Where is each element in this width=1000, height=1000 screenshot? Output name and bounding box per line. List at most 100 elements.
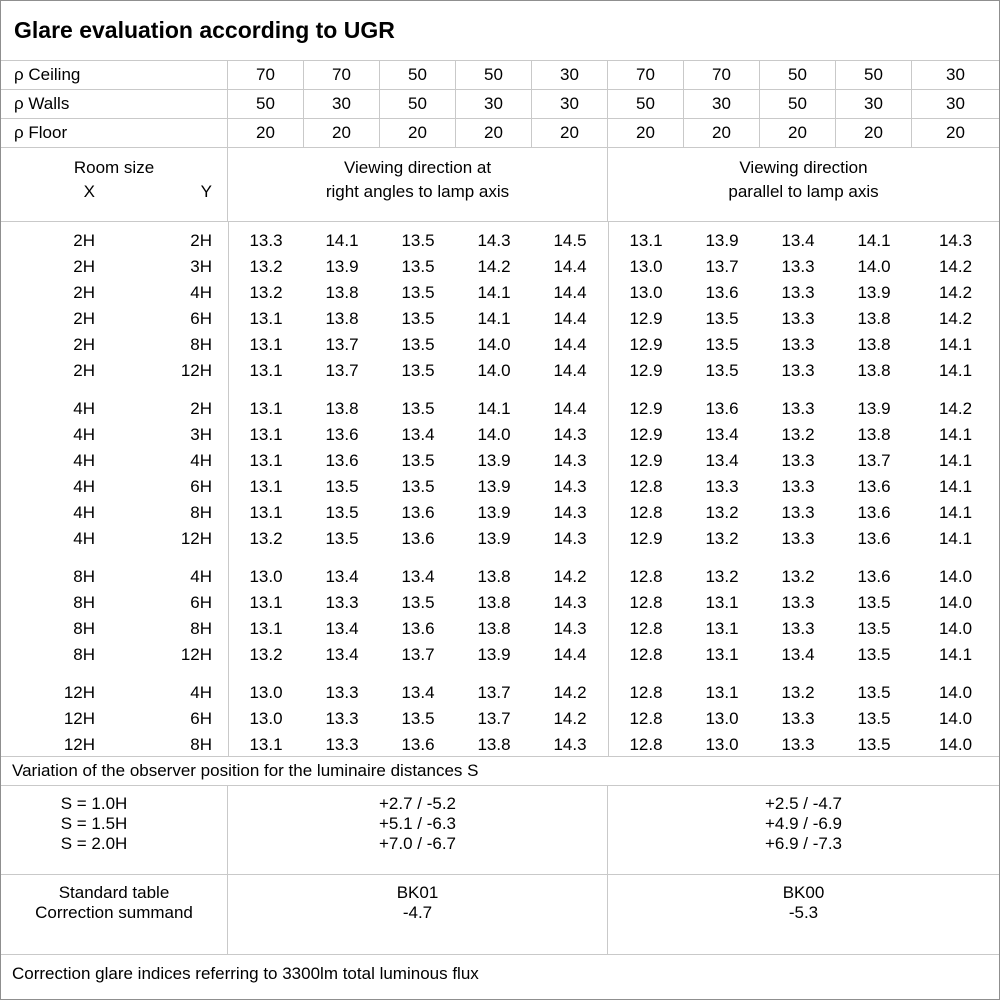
s-row-label: S = 2.0H (60, 834, 128, 853)
reflectance-value: 50 (228, 90, 304, 118)
variation-note: Variation of the observer position for t… (1, 757, 999, 786)
room-x-value: 12H (63, 709, 95, 728)
ugr-value: 14.1 (477, 283, 511, 302)
ugr-table-row: 4H 6H 13.1 13.5 13.5 (1, 474, 999, 500)
ugr-value: 13.6 (857, 477, 891, 496)
ugr-value: 13.5 (401, 309, 435, 328)
ugr-value: 12.9 (629, 361, 663, 380)
ugr-value: 12.8 (629, 735, 663, 754)
ugr-value: 13.5 (325, 529, 359, 548)
ugr-value: 13.4 (401, 425, 435, 444)
ugr-value: 13.3 (781, 529, 815, 548)
ugr-value: 13.7 (325, 335, 359, 354)
ugr-value: 13.4 (325, 567, 359, 586)
ugr-value: 13.1 (249, 619, 283, 638)
ugr-value: 14.0 (938, 683, 973, 702)
room-y-value: 4H (190, 683, 212, 702)
ugr-value: 13.9 (477, 503, 511, 522)
reflectance-row: ρ Ceiling 70 70 50 50 30 70 (1, 61, 999, 90)
reflectance-value: 70 (228, 61, 304, 89)
reflectance-value: 50 (836, 61, 912, 89)
reflectance-value: 50 (380, 61, 456, 89)
ugr-value: 13.9 (857, 399, 891, 418)
ugr-value: 14.0 (938, 593, 973, 612)
reflectance-value: 50 (760, 61, 836, 89)
ugr-value: 13.3 (781, 503, 815, 522)
ugr-value: 14.1 (477, 309, 511, 328)
ugr-value: 13.8 (325, 399, 359, 418)
ugr-value: 13.5 (325, 477, 359, 496)
room-x-value: 8H (73, 645, 95, 664)
standard-table-value-parallel: BK00 (782, 883, 825, 902)
ugr-value: 13.5 (401, 283, 435, 302)
ugr-value: 13.9 (477, 451, 511, 470)
ugr-value: 14.1 (938, 529, 973, 548)
ugr-value: 13.0 (249, 683, 283, 702)
room-y-value: 2H (190, 399, 212, 418)
room-y-value: 4H (190, 283, 212, 302)
ugr-value: 13.8 (477, 593, 511, 612)
ugr-value: 13.5 (325, 503, 359, 522)
room-y-value: 12H (180, 645, 212, 664)
ugr-value: 13.3 (781, 399, 815, 418)
ugr-value: 13.1 (629, 231, 663, 250)
table-header-row: Room size X Y Viewing direction at right… (1, 148, 999, 222)
s-value-parallel: +4.9 / -6.9 (764, 814, 843, 833)
reflectance-value: 70 (684, 61, 760, 89)
room-x-value: 2H (73, 335, 95, 354)
reflectance-row: ρ Walls 50 30 50 30 30 50 (1, 90, 999, 119)
ugr-value: 14.1 (938, 425, 973, 444)
ugr-table-row: 2H 2H 13.3 14.1 13.5 (1, 228, 999, 254)
room-x-value: 4H (73, 425, 95, 444)
ugr-value: 13.4 (325, 619, 359, 638)
ugr-value: 12.8 (629, 619, 663, 638)
reflectance-value: 20 (946, 123, 965, 142)
ugr-value: 13.5 (401, 477, 435, 496)
s-row-label: S = 1.0H (60, 794, 128, 813)
ugr-value: 13.5 (401, 231, 435, 250)
ugr-table-row: 2H 8H 13.1 13.7 13.5 (1, 332, 999, 358)
ugr-value: 13.7 (401, 645, 435, 664)
ugr-value: 14.1 (857, 231, 891, 250)
ugr-value: 13.3 (325, 683, 359, 702)
ugr-value: 13.6 (857, 567, 891, 586)
ugr-value: 14.3 (553, 593, 587, 612)
standard-table-value-right-angles: BK01 (396, 883, 439, 902)
ugr-value: 14.3 (553, 425, 587, 444)
room-size-block: 12H 4H 13.0 13.3 13.4 (1, 680, 999, 756)
ugr-value: 14.0 (938, 709, 973, 728)
ugr-value: 13.1 (249, 309, 283, 328)
ugr-value: 13.6 (705, 283, 739, 302)
ugr-value: 14.1 (477, 399, 511, 418)
ugr-table-row: 4H 8H 13.1 13.5 13.6 (1, 500, 999, 526)
ugr-value: 13.3 (781, 335, 815, 354)
ugr-table-row: 2H 6H 13.1 13.8 13.5 (1, 306, 999, 332)
ugr-value: 13.3 (781, 709, 815, 728)
ugr-value: 14.0 (477, 335, 511, 354)
spacing-section: S = 1.0H S = 1.5H S = 2.0H +2.7 / -5.2 +… (1, 786, 999, 875)
ugr-table-row: 12H 8H 13.1 13.3 13.6 (1, 732, 999, 756)
reflectance-value: 70 (608, 61, 684, 89)
reflectance-value: 20 (684, 119, 760, 147)
ugr-value: 14.3 (553, 735, 587, 754)
ugr-value: 13.2 (781, 683, 815, 702)
ugr-value: 14.1 (938, 477, 973, 496)
ugr-value: 13.1 (249, 477, 283, 496)
ugr-value: 13.0 (629, 283, 663, 302)
reflectance-value: 20 (760, 119, 836, 147)
ugr-value: 13.8 (857, 335, 891, 354)
reflectance-value: 30 (836, 90, 912, 118)
ugr-value: 13.6 (857, 529, 891, 548)
room-y-value: 12H (180, 361, 212, 380)
room-size-block: 4H 2H 13.1 13.8 13.5 (1, 396, 999, 552)
reflectance-value: 30 (946, 94, 965, 113)
ugr-value: 13.7 (477, 709, 511, 728)
reflectance-row: ρ Floor 20 20 20 20 20 20 (1, 119, 999, 148)
ugr-table-row: 12H 4H 13.0 13.3 13.4 (1, 680, 999, 706)
ugr-value: 14.4 (553, 309, 587, 328)
ugr-value: 13.4 (705, 425, 739, 444)
ugr-value: 14.0 (938, 567, 973, 586)
ugr-value: 13.5 (401, 257, 435, 276)
reflectance-value: 20 (304, 119, 380, 147)
